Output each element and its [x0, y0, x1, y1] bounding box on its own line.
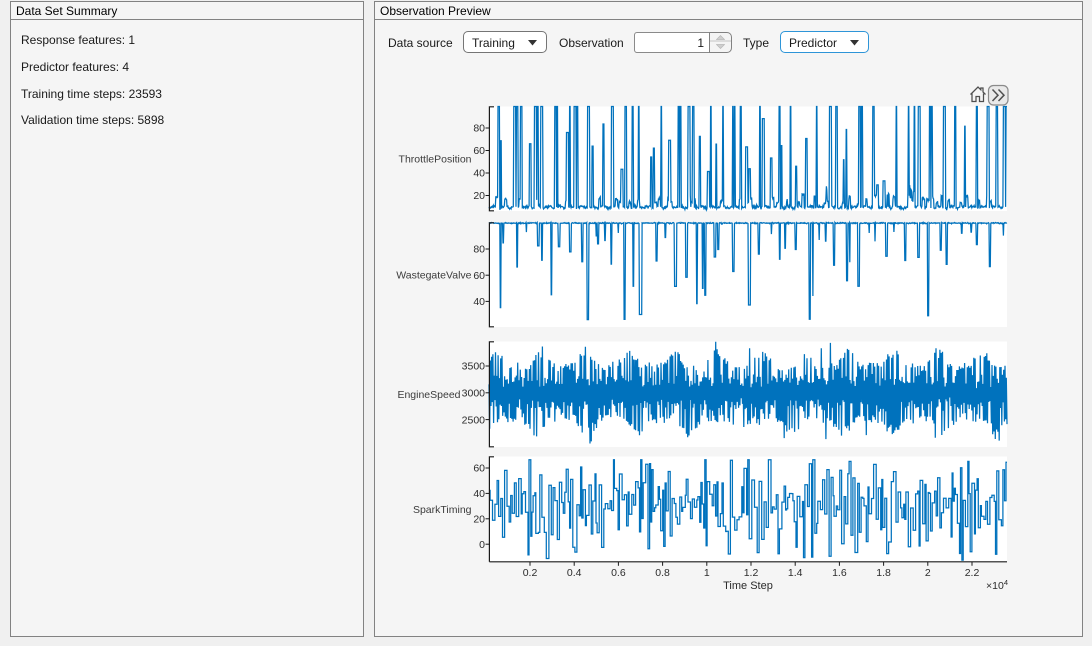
svg-text:×104: ×104 [986, 578, 1008, 593]
svg-text:60: 60 [473, 270, 485, 282]
svg-text:3500: 3500 [462, 361, 486, 373]
svg-text:0.6: 0.6 [611, 567, 626, 579]
svg-text:SparkTiming: SparkTiming [413, 504, 472, 516]
svg-text:20: 20 [473, 514, 485, 526]
svg-text:20: 20 [473, 190, 485, 202]
svg-text:40: 40 [473, 296, 485, 308]
svg-text:60: 60 [473, 463, 485, 475]
svg-text:1: 1 [704, 567, 710, 579]
svg-text:0.8: 0.8 [655, 567, 670, 579]
svg-text:1.2: 1.2 [744, 567, 759, 579]
svg-text:40: 40 [473, 488, 485, 500]
svg-text:40: 40 [473, 168, 485, 180]
svg-text:WastegateValve: WastegateValve [396, 270, 471, 282]
svg-text:0.4: 0.4 [567, 567, 582, 579]
svg-text:0.2: 0.2 [523, 567, 538, 579]
svg-text:EngineSpeed: EngineSpeed [397, 389, 460, 401]
svg-text:1.8: 1.8 [876, 567, 891, 579]
svg-text:2500: 2500 [462, 414, 486, 426]
svg-text:3000: 3000 [462, 388, 486, 400]
svg-text:1.4: 1.4 [788, 567, 803, 579]
svg-text:0: 0 [479, 539, 485, 551]
svg-text:80: 80 [473, 123, 485, 135]
svg-text:Time Step: Time Step [723, 580, 773, 592]
svg-text:1.6: 1.6 [832, 567, 847, 579]
svg-text:ThrottlePosition: ThrottlePosition [399, 154, 472, 166]
svg-text:2: 2 [925, 567, 931, 579]
svg-text:60: 60 [473, 145, 485, 157]
svg-text:80: 80 [473, 244, 485, 256]
svg-text:2.2: 2.2 [965, 567, 980, 579]
